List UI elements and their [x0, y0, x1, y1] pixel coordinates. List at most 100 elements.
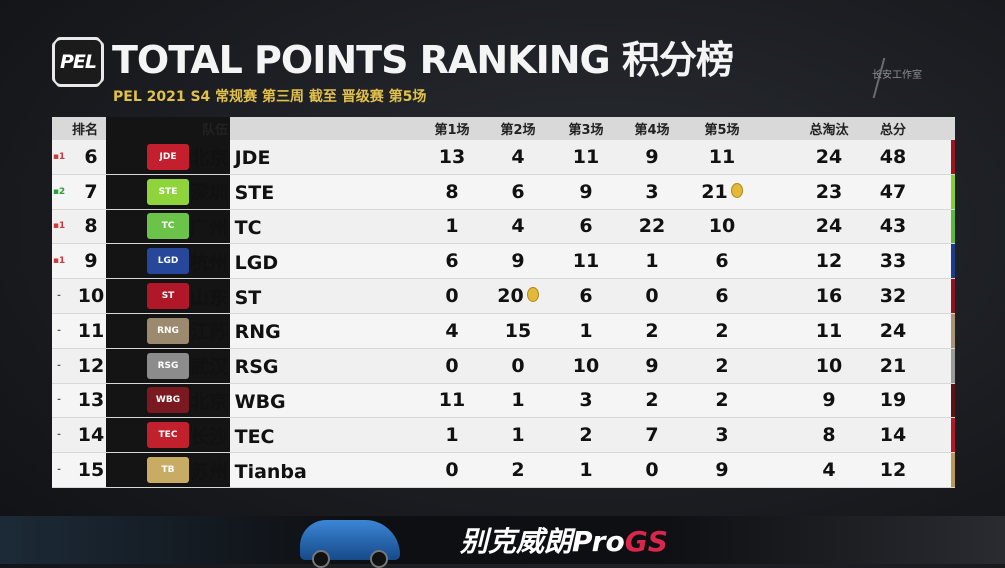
eliminations: 11	[804, 320, 854, 342]
team-color-bar	[951, 418, 955, 453]
game5-points: 6	[700, 250, 744, 272]
eliminations-text: 9	[822, 389, 836, 412]
eliminations-text: 24	[815, 215, 843, 238]
total-points-text: 47	[879, 180, 907, 203]
rank-value: 10	[72, 285, 110, 307]
team-logo: TEC	[106, 418, 230, 453]
game4-points: 0	[630, 285, 674, 307]
game5-points-text: 11	[708, 145, 736, 168]
game5-points-text: 2	[715, 389, 729, 412]
game1-points-text: 0	[445, 459, 459, 482]
eliminations-text: 4	[822, 459, 836, 482]
game3-points-text: 6	[579, 215, 593, 238]
rank-change: -	[52, 326, 66, 336]
rank-value-text: 9	[84, 250, 98, 273]
game1-points-text: 6	[445, 250, 459, 273]
ranking-table: 排名 队伍 第1场 第2场 第3场 第4场 第5场 总淘汰 总分 JDE ▪1 6 北…	[52, 117, 955, 488]
eliminations-text: 8	[822, 424, 836, 447]
team-name-text: 北京 JDE	[190, 147, 271, 170]
game1-points: 0	[430, 459, 474, 481]
header-game2: 第2场	[500, 123, 536, 138]
total-points: 32	[868, 285, 918, 307]
game3-points-text: 9	[579, 180, 593, 203]
game3-points-text: 2	[579, 424, 593, 447]
total-points: 47	[868, 181, 918, 203]
total-points-text: 24	[879, 319, 907, 342]
game1-points: 1	[430, 424, 474, 446]
team-color-bar	[951, 348, 955, 383]
team-logo-badge: TC	[147, 213, 189, 240]
team-color-bar	[951, 453, 955, 487]
total-points: 12	[868, 459, 918, 481]
table-row: ST - 10 山东 ST 0 20 6 0 6 16 32	[52, 279, 955, 314]
game1-points: 0	[430, 285, 474, 307]
game2-points-text: 6	[511, 180, 525, 203]
team-name-text: 苏州 Tianba	[190, 460, 307, 483]
game2-points-text: 1	[511, 389, 525, 412]
game2-points: 9	[496, 250, 540, 272]
rank-value: 13	[72, 389, 110, 411]
team-logo-badge: JDE	[147, 143, 189, 170]
header-game1: 第1场	[434, 123, 470, 138]
team-name-text: 山东 ST	[190, 286, 262, 309]
team-logo-badge: WBG	[147, 387, 189, 414]
game5-points: 21	[700, 181, 744, 203]
game4-points-text: 0	[645, 285, 659, 308]
game5-points: 2	[700, 389, 744, 411]
rank-change: -	[52, 395, 66, 405]
total-points: 21	[868, 355, 918, 377]
rank-change-text: -	[57, 360, 61, 371]
game2-points-text: 0	[511, 354, 525, 377]
rank-change-text: -	[57, 291, 61, 302]
game2-points-text: 15	[504, 319, 532, 342]
team-name: 广州 TC	[190, 213, 262, 240]
game1-points: 13	[430, 146, 474, 168]
game2-points: 1	[496, 389, 540, 411]
game5-points: 6	[700, 285, 744, 307]
game1-points-text: 1	[445, 215, 459, 238]
rank-change: ▪1	[52, 256, 66, 266]
table-row: LGD ▪1 9 杭州 LGD 6 9 11 1 6 12 33	[52, 244, 955, 280]
total-points: 14	[868, 424, 918, 446]
game4-points-text: 9	[645, 145, 659, 168]
page-title: TOTAL POINTS RANKING 积分榜	[112, 38, 734, 82]
team-name: 苏州 Tianba	[190, 457, 307, 484]
team-color-bar	[951, 313, 955, 348]
table-body: JDE ▪1 6 北京 JDE 13 4 11 9 11 24 48 STE ▪2 7 深圳 STE 8 6 9 3…	[52, 140, 955, 488]
team-logo-badge: LGD	[147, 248, 189, 275]
game2-points-text: 1	[511, 424, 525, 447]
total-points: 19	[868, 389, 918, 411]
team-name: 北京 JDE	[190, 143, 270, 170]
team-logo-badge: STE	[147, 178, 189, 205]
page-subtitle: PEL 2021 S4 常规赛 第三周 截至 晋级赛 第5场	[113, 89, 427, 105]
game5-points: 9	[700, 459, 744, 481]
total-points: 33	[868, 250, 918, 272]
total-points: 24	[868, 320, 918, 342]
rank-value: 9	[72, 250, 110, 272]
game4-points: 0	[630, 459, 674, 481]
game4-points: 22	[630, 215, 674, 237]
game2-points-text: 2	[511, 459, 525, 482]
sponsor-banner	[0, 516, 1005, 564]
game1-points: 11	[430, 389, 474, 411]
game1-points: 1	[430, 215, 474, 237]
game1-points-text: 13	[438, 145, 466, 168]
table-row: RSG - 12 武汉 RSG 0 0 10 9 2 10 21	[52, 348, 955, 384]
game3-points-text: 11	[572, 250, 600, 273]
team-name-text: 长沙 TEC	[190, 425, 275, 448]
game4-points-text: 9	[645, 354, 659, 377]
game3-points-text: 10	[572, 354, 600, 377]
team-logo: LGD	[106, 244, 230, 279]
game1-points: 6	[430, 250, 474, 272]
eliminations-text: 11	[815, 319, 843, 342]
rank-change-text: -	[57, 430, 61, 441]
team-color-bar	[951, 383, 955, 418]
game4-points: 2	[630, 389, 674, 411]
game5-points-text: 9	[715, 459, 729, 482]
game2-points-text: 4	[511, 215, 525, 238]
team-name: 深圳 STE	[190, 178, 274, 205]
header-total: 总分	[879, 123, 906, 138]
game4-points-text: 2	[645, 389, 659, 412]
pel-logo: PEL	[52, 37, 104, 87]
game4-points-text: 2	[645, 319, 659, 342]
